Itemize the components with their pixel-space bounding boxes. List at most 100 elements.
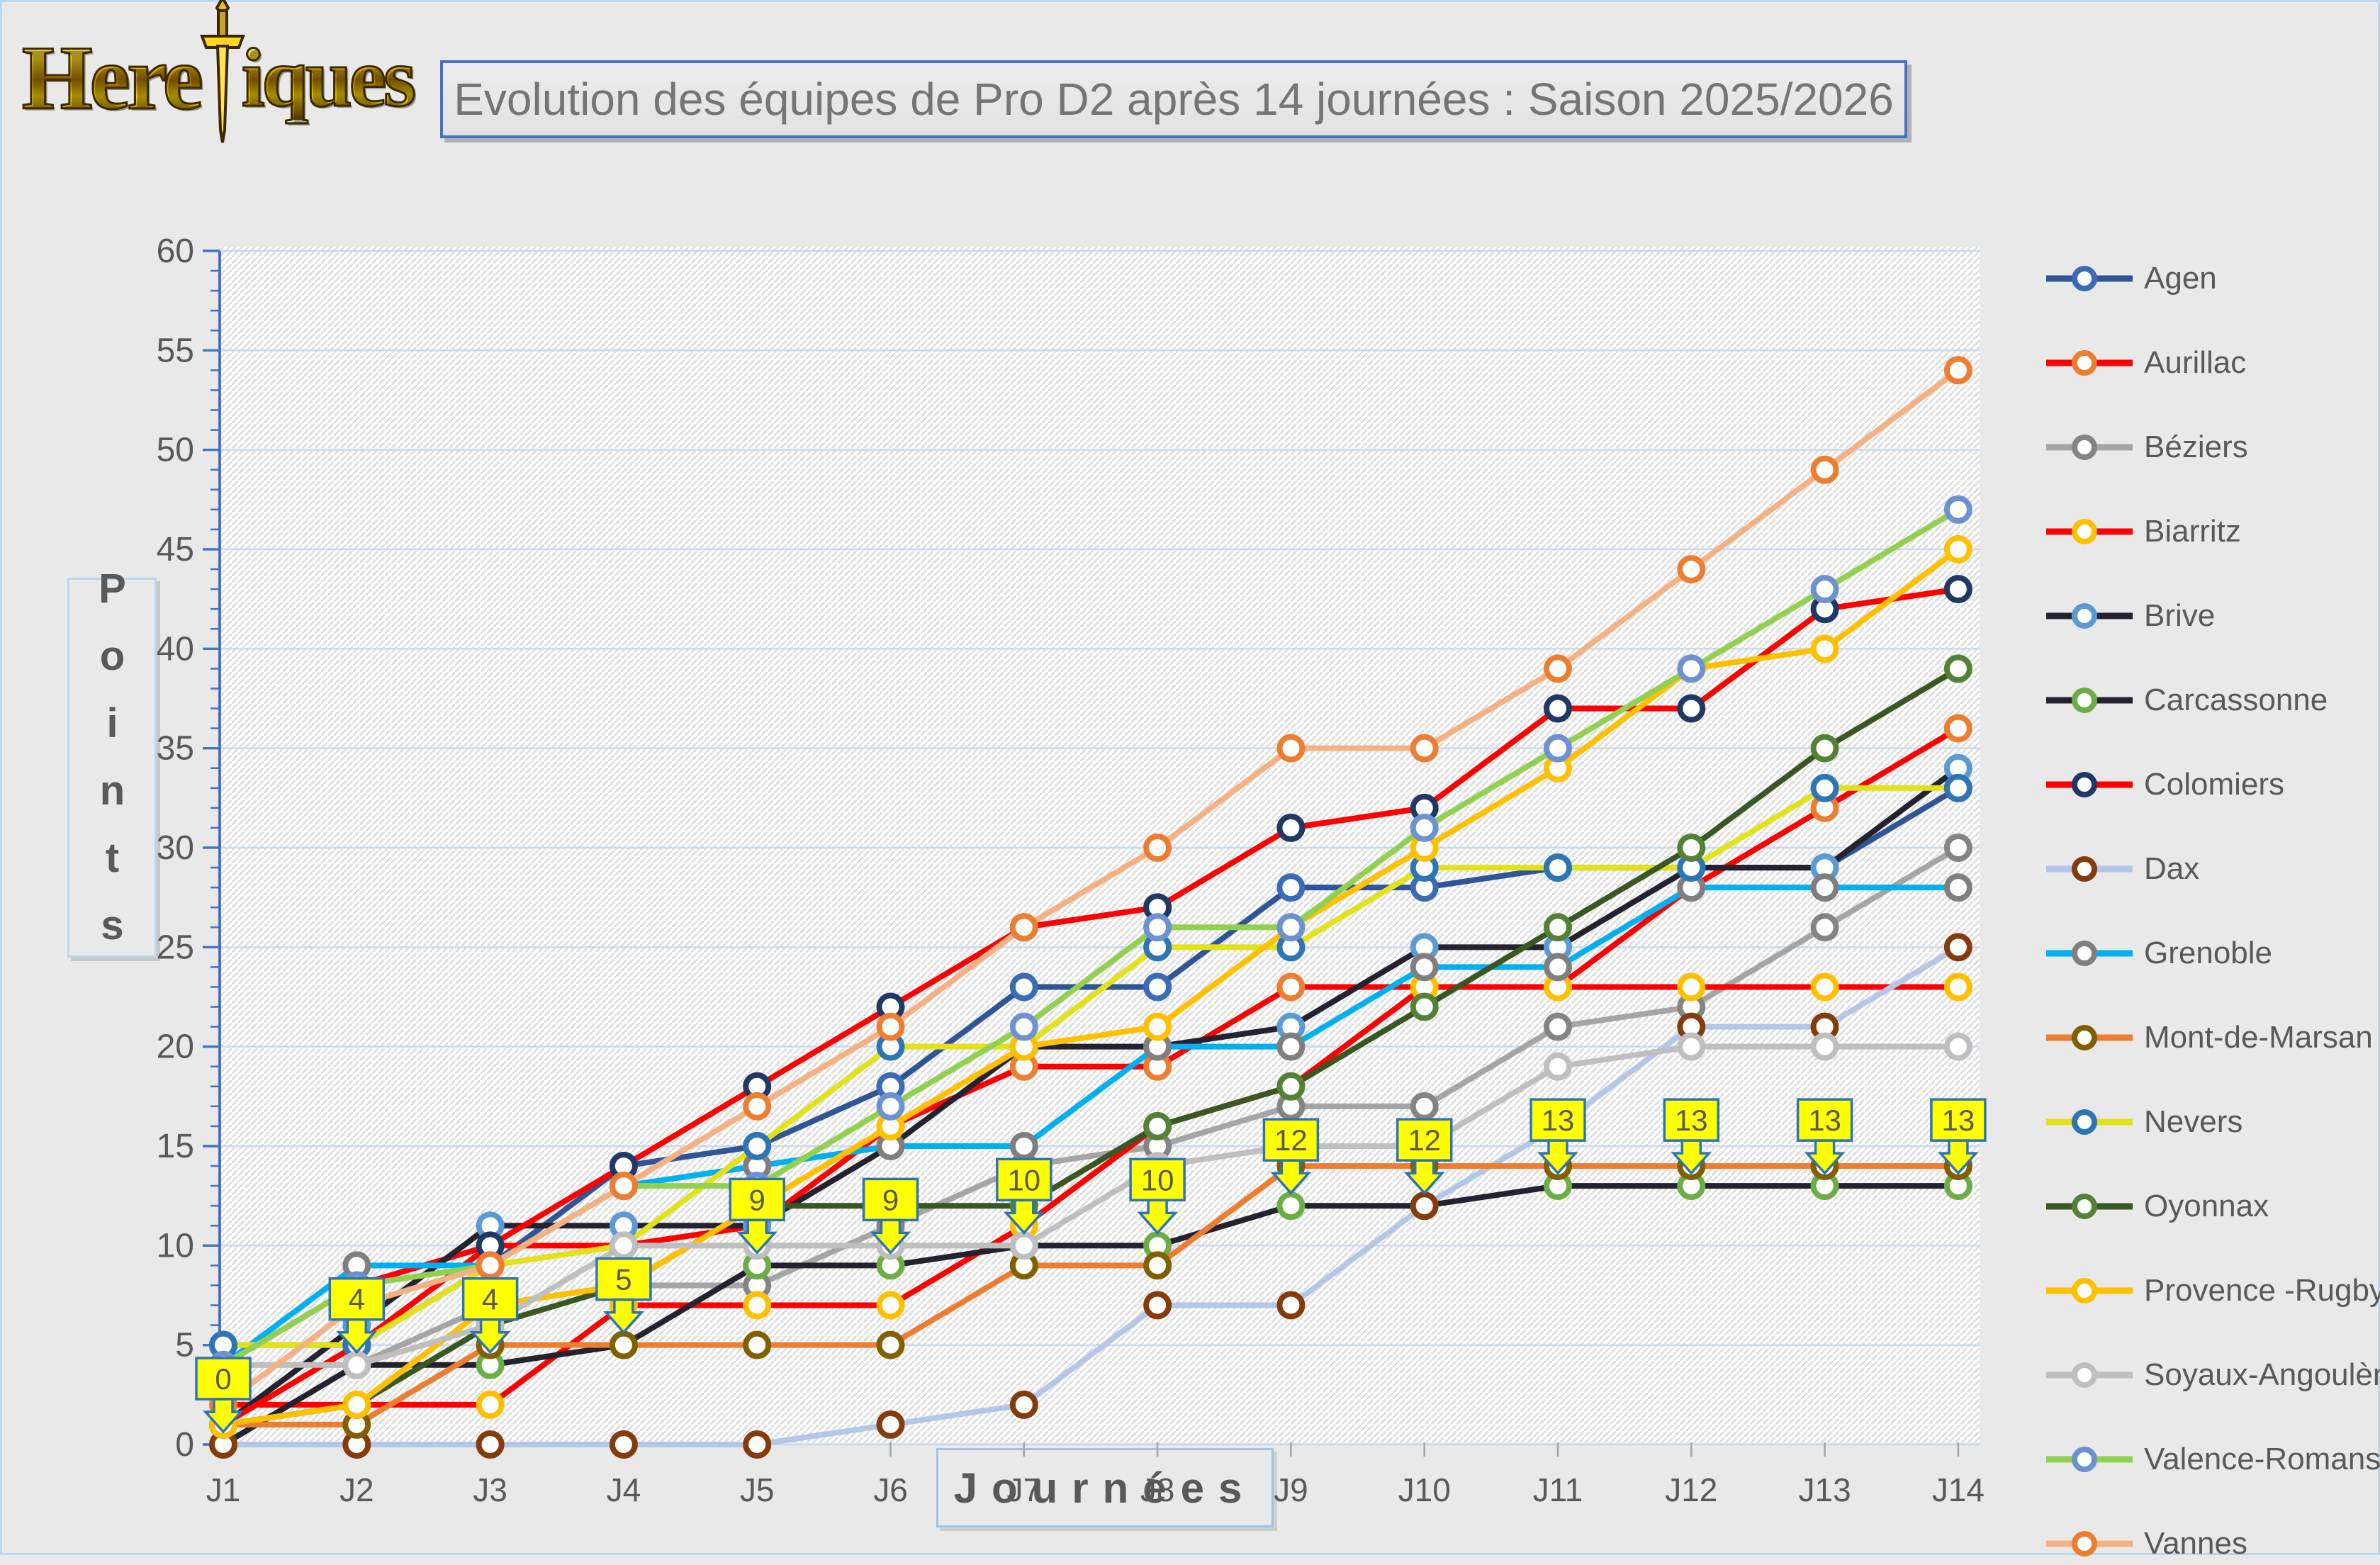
x-tick-label: J10	[1398, 1471, 1451, 1508]
legend-item-Aurillac: Aurillac	[2043, 342, 2376, 384]
y-tick-label: 45	[157, 531, 194, 568]
legend-item-Grenoble: Grenoble	[2043, 932, 2376, 975]
legend-label: Vannes	[2144, 1526, 2247, 1561]
callout-value: 9	[749, 1183, 765, 1216]
x-tick-label: J3	[473, 1471, 507, 1508]
callout-arrow-icon	[203, 1398, 244, 1434]
callout-value: 5	[615, 1263, 632, 1296]
legend-item-Oyonnax: Oyonnax	[2043, 1185, 2376, 1228]
chart-title-box: Evolution des équipes de Pro D2 après 14…	[440, 60, 1907, 138]
y-tick-label: 50	[157, 432, 194, 469]
x-axis: J1 J2 J3 J4 J5 J6 J7 J8 J9 J10 J11 J12 J13 J14	[206, 1442, 1985, 1508]
x-tick-label: J5	[740, 1471, 775, 1508]
legend-item-Carcassonne: Carcassonne	[2043, 679, 2376, 722]
y-tick-label: 35	[157, 730, 194, 768]
y-tick-label: 30	[157, 829, 194, 867]
y-tick-label: 0	[175, 1426, 194, 1464]
legend-item-Provence -Rugby: Provence -Rugby	[2043, 1269, 2380, 1312]
x-tick-label: J2	[339, 1471, 374, 1508]
series-line-Dax	[220, 944, 1961, 1447]
callout-value: 12	[1274, 1123, 1308, 1157]
callout-arrow-icon	[1537, 1139, 1578, 1175]
legend-marker-icon	[2046, 519, 2133, 544]
legend-marker-icon	[2046, 688, 2133, 713]
callout-arrow-icon	[602, 1298, 644, 1335]
legend-item-Vannes: Vannes	[2043, 1522, 2376, 1565]
x-tick-label: J8	[1140, 1471, 1175, 1508]
legend-marker-icon	[2046, 266, 2133, 291]
legend-marker-icon	[2046, 1194, 2133, 1219]
y-tick-label: 40	[157, 630, 194, 668]
callout-arrow-icon	[736, 1218, 778, 1255]
x-tick-label: J12	[1665, 1471, 1717, 1508]
legend-marker-icon	[2046, 350, 2133, 376]
callout-value: 0	[215, 1362, 231, 1396]
series-line-Vannes	[220, 367, 1961, 1408]
callout-arrow-icon	[1671, 1139, 1712, 1175]
callout-value: 13	[1542, 1104, 1575, 1137]
callout-value: 12	[1408, 1123, 1441, 1157]
legend-marker-icon	[2046, 1025, 2133, 1050]
y-tick-label: 10	[157, 1227, 194, 1264]
callout-value: 13	[1808, 1104, 1841, 1137]
legend-marker-icon	[2046, 434, 2133, 460]
legend-label: Soyaux-Angoulème	[2144, 1357, 2380, 1392]
chart-title: Evolution des équipes de Pro D2 après 14…	[454, 74, 1894, 125]
legend-marker-icon	[2046, 1278, 2133, 1303]
legend-marker-icon	[2046, 941, 2133, 966]
x-tick-label: J6	[873, 1471, 908, 1508]
legend-label: Brive	[2144, 598, 2216, 633]
legend-marker-icon	[2046, 856, 2133, 882]
series-line-Mont-de-Marsan	[220, 1163, 1961, 1427]
legend-label: Valence-Romans	[2144, 1442, 2380, 1476]
legend-marker-icon	[2046, 1362, 2133, 1388]
series-line-Colomiers	[220, 586, 1961, 1427]
y-tick-label: 60	[157, 232, 194, 270]
x-axis-title-box: Journées	[936, 1448, 1274, 1527]
x-tick-label: J14	[1932, 1471, 1985, 1508]
callout-value: 13	[1942, 1104, 1975, 1137]
legend-label: Grenoble	[2144, 936, 2273, 970]
legend-label: Mont-de-Marsan	[2144, 1020, 2373, 1055]
x-tick-label: J11	[1533, 1471, 1583, 1508]
legend-label: Aurillac	[2144, 345, 2247, 380]
legend-label: Agen	[2144, 261, 2217, 296]
x-tick-label: J7	[1007, 1471, 1042, 1508]
legend-label: Oyonnax	[2144, 1189, 2269, 1223]
y-tick-label: 20	[157, 1028, 194, 1066]
callout-arrow-icon	[336, 1318, 378, 1354]
legend-marker-icon	[2046, 603, 2133, 629]
callout-value: 9	[882, 1183, 899, 1216]
callout-value: 10	[1007, 1163, 1040, 1196]
legend-item-Biarritz: Biarritz	[2043, 510, 2376, 553]
y-axis-title-box: Points	[67, 566, 157, 970]
logo-text-right: iques	[240, 31, 417, 124]
legend-item-Colomiers: Colomiers	[2043, 763, 2376, 806]
legend-marker-icon	[2046, 1531, 2133, 1556]
callout-arrow-icon	[469, 1318, 511, 1354]
callout-arrow-icon	[1270, 1159, 1312, 1195]
legend-label: Dax	[2144, 851, 2200, 886]
legend-marker-icon	[2046, 772, 2133, 797]
x-tick-label: J13	[1799, 1471, 1851, 1508]
x-tick-label: J9	[1274, 1471, 1308, 1508]
y-tick-label: 55	[157, 332, 194, 369]
legend-item-Brive: Brive	[2043, 595, 2376, 637]
legend-label: Colomiers	[2144, 767, 2285, 802]
callout-arrow-icon	[1403, 1159, 1445, 1195]
legend-item-Dax: Dax	[2043, 848, 2376, 890]
logo-text-left: Here	[21, 28, 205, 128]
y-axis: 0 5 10 15 20 25 30 35 40 45 50 55 60	[157, 232, 221, 1464]
y-tick-label: 25	[157, 929, 194, 966]
series-line-Brive	[220, 765, 1961, 1427]
series-markers-Vannes	[209, 356, 1972, 1419]
series-line-Biarritz	[220, 984, 1961, 1408]
legend-item-Agen: Agen	[2043, 257, 2376, 300]
legend-label: Provence -Rugby	[2144, 1273, 2380, 1308]
callout-value: 4	[482, 1283, 498, 1316]
legend-label: Carcassonne	[2144, 683, 2328, 717]
series-line-Nevers	[220, 785, 1961, 1348]
legend-label: Biarritz	[2144, 514, 2241, 549]
